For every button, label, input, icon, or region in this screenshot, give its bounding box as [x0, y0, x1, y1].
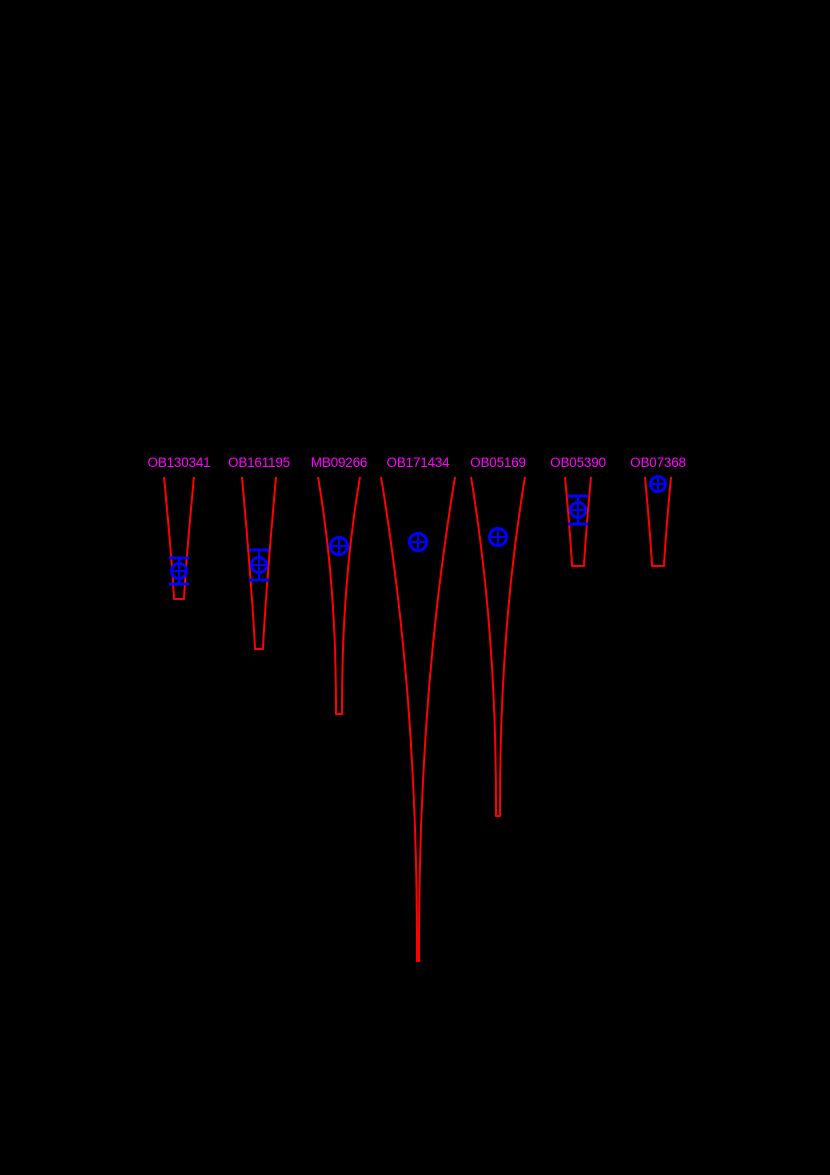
event-label-ob130341: OB130341 [147, 455, 211, 470]
funnel-ob05390 [564, 476, 592, 567]
event-label-ob05390: OB05390 [550, 455, 606, 470]
event-label-ob07368: OB07368 [630, 455, 686, 470]
funnel-ob05169 [470, 476, 526, 817]
marker-circle-icon [488, 527, 508, 547]
event-label-ob171434: OB171434 [386, 455, 450, 470]
event-label-mb09266: MB09266 [310, 455, 368, 470]
marker-circle-icon [649, 475, 667, 493]
marker-ob171434 [408, 532, 428, 552]
marker-ob161195 [249, 548, 269, 582]
marker-circle-icon [329, 536, 349, 556]
marker-ob07368 [649, 475, 667, 493]
marker-mb09266 [329, 536, 349, 556]
marker-circle-icon [408, 532, 428, 552]
funnel-mb09266 [317, 476, 361, 715]
marker-ob05390 [568, 494, 588, 526]
marker-ob130341 [169, 556, 189, 586]
funnel-ob07368 [644, 476, 672, 567]
event-label-ob161195: OB161195 [228, 455, 290, 470]
funnel-ob161195 [241, 476, 277, 650]
funnel-ob130341 [163, 476, 195, 600]
measurement-markers [169, 475, 667, 586]
funnel-ob171434 [380, 476, 456, 962]
marker-ob05169 [488, 527, 508, 547]
model-funnels [163, 476, 672, 962]
event-label-ob05169: OB05169 [470, 455, 526, 470]
